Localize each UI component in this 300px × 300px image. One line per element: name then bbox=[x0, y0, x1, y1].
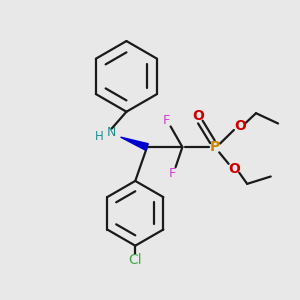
Text: N: N bbox=[107, 126, 116, 139]
Text: O: O bbox=[193, 109, 205, 123]
Text: P: P bbox=[210, 140, 220, 154]
Text: F: F bbox=[162, 114, 170, 127]
Text: O: O bbox=[234, 119, 246, 134]
Text: Cl: Cl bbox=[128, 254, 142, 267]
Polygon shape bbox=[121, 137, 148, 150]
Text: F: F bbox=[168, 167, 176, 180]
Text: H: H bbox=[95, 130, 104, 143]
Text: O: O bbox=[228, 162, 240, 176]
